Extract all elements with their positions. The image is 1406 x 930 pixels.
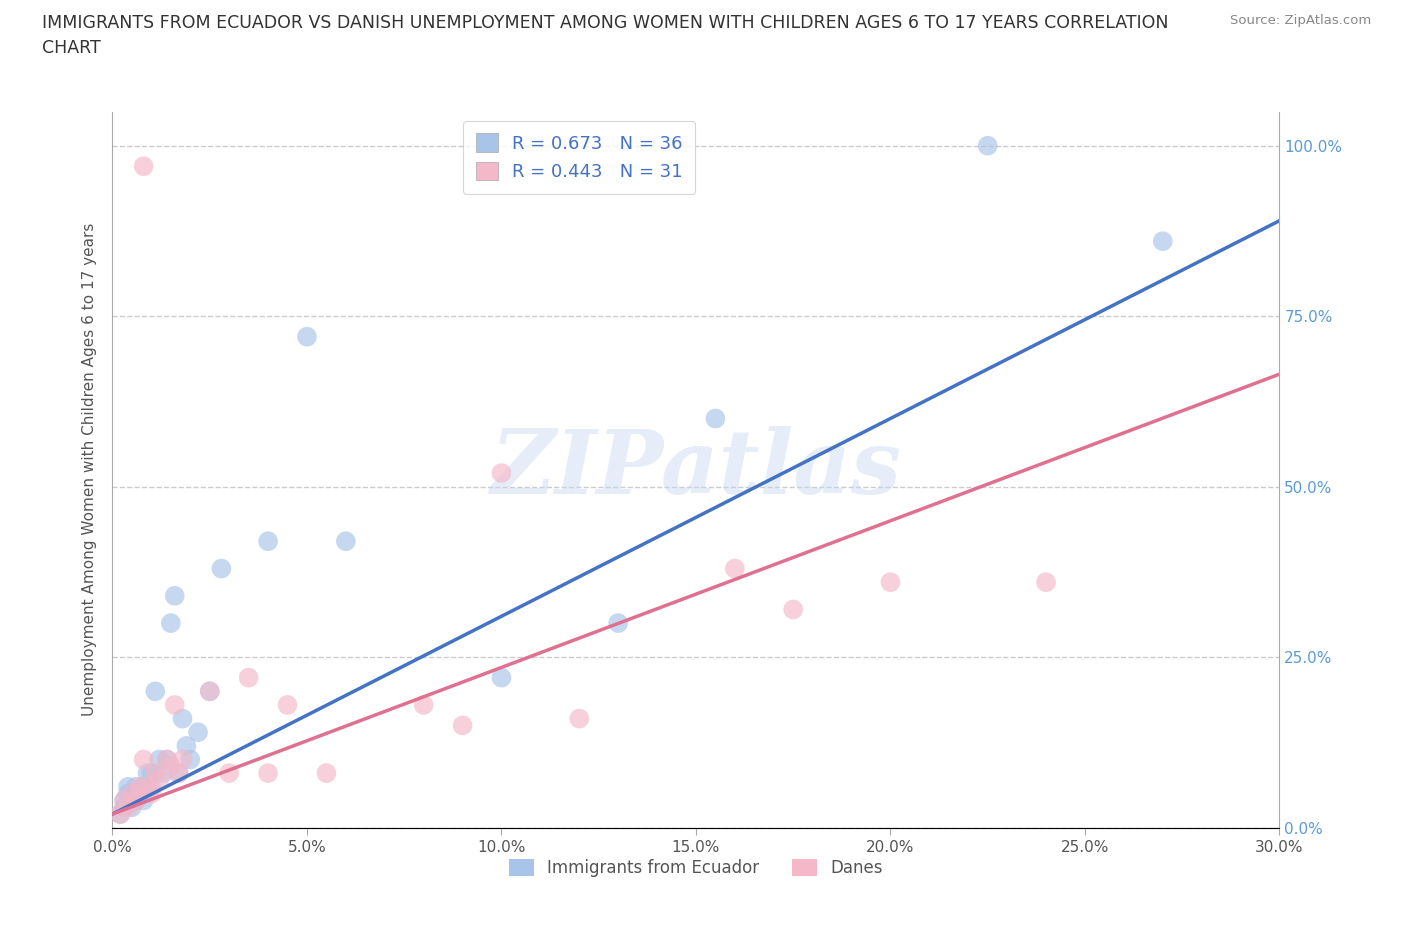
Point bbox=[128, 786, 150, 801]
Point bbox=[117, 779, 139, 794]
Point bbox=[132, 793, 155, 808]
Point bbox=[156, 752, 179, 767]
Point bbox=[257, 765, 280, 780]
Point bbox=[704, 411, 727, 426]
Point bbox=[276, 698, 298, 712]
Point bbox=[179, 752, 201, 767]
Point bbox=[167, 765, 190, 780]
Point bbox=[1035, 575, 1057, 590]
Point bbox=[1152, 233, 1174, 248]
Point bbox=[132, 779, 155, 794]
Point bbox=[112, 793, 135, 808]
Point bbox=[607, 616, 630, 631]
Point bbox=[148, 752, 170, 767]
Point bbox=[176, 738, 198, 753]
Point bbox=[491, 466, 513, 481]
Point bbox=[141, 786, 163, 801]
Point bbox=[568, 711, 591, 726]
Point bbox=[125, 793, 148, 808]
Point bbox=[315, 765, 337, 780]
Point bbox=[128, 779, 150, 794]
Point bbox=[121, 786, 143, 801]
Text: IMMIGRANTS FROM ECUADOR VS DANISH UNEMPLOYMENT AMONG WOMEN WITH CHILDREN AGES 6 : IMMIGRANTS FROM ECUADOR VS DANISH UNEMPL… bbox=[42, 14, 1168, 32]
Point bbox=[167, 765, 190, 780]
Point bbox=[160, 759, 183, 774]
Point bbox=[143, 765, 166, 780]
Point bbox=[412, 698, 434, 712]
Point bbox=[136, 765, 159, 780]
Text: ZIPatlas: ZIPatlas bbox=[491, 426, 901, 513]
Point bbox=[163, 589, 186, 604]
Point bbox=[879, 575, 901, 590]
Point bbox=[198, 684, 221, 698]
Text: Source: ZipAtlas.com: Source: ZipAtlas.com bbox=[1230, 14, 1371, 27]
Point bbox=[335, 534, 357, 549]
Point bbox=[172, 752, 194, 767]
Point bbox=[112, 800, 135, 815]
Point bbox=[125, 793, 148, 808]
Point bbox=[112, 793, 135, 808]
Text: CHART: CHART bbox=[42, 39, 101, 57]
Point bbox=[136, 779, 159, 794]
Point bbox=[141, 765, 163, 780]
Point bbox=[295, 329, 318, 344]
Point bbox=[160, 616, 183, 631]
Point bbox=[209, 561, 232, 576]
Point bbox=[156, 752, 179, 767]
Point bbox=[121, 786, 143, 801]
Y-axis label: Unemployment Among Women with Children Ages 6 to 17 years: Unemployment Among Women with Children A… bbox=[82, 223, 97, 716]
Point bbox=[141, 779, 163, 794]
Point bbox=[198, 684, 221, 698]
Point bbox=[152, 765, 174, 780]
Point bbox=[491, 671, 513, 685]
Point bbox=[172, 711, 194, 726]
Point bbox=[132, 752, 155, 767]
Point bbox=[117, 800, 139, 815]
Point bbox=[976, 139, 998, 153]
Point bbox=[125, 779, 148, 794]
Point bbox=[238, 671, 260, 685]
Point bbox=[148, 773, 170, 788]
Point bbox=[132, 159, 155, 174]
Point bbox=[782, 602, 804, 617]
Point bbox=[451, 718, 474, 733]
Point bbox=[117, 786, 139, 801]
Point bbox=[143, 684, 166, 698]
Point bbox=[163, 698, 186, 712]
Point bbox=[218, 765, 240, 780]
Point bbox=[187, 724, 209, 739]
Point bbox=[121, 800, 143, 815]
Point bbox=[110, 806, 132, 821]
Point bbox=[724, 561, 747, 576]
Point bbox=[257, 534, 280, 549]
Point bbox=[110, 806, 132, 821]
Legend: Immigrants from Ecuador, Danes: Immigrants from Ecuador, Danes bbox=[502, 852, 890, 883]
